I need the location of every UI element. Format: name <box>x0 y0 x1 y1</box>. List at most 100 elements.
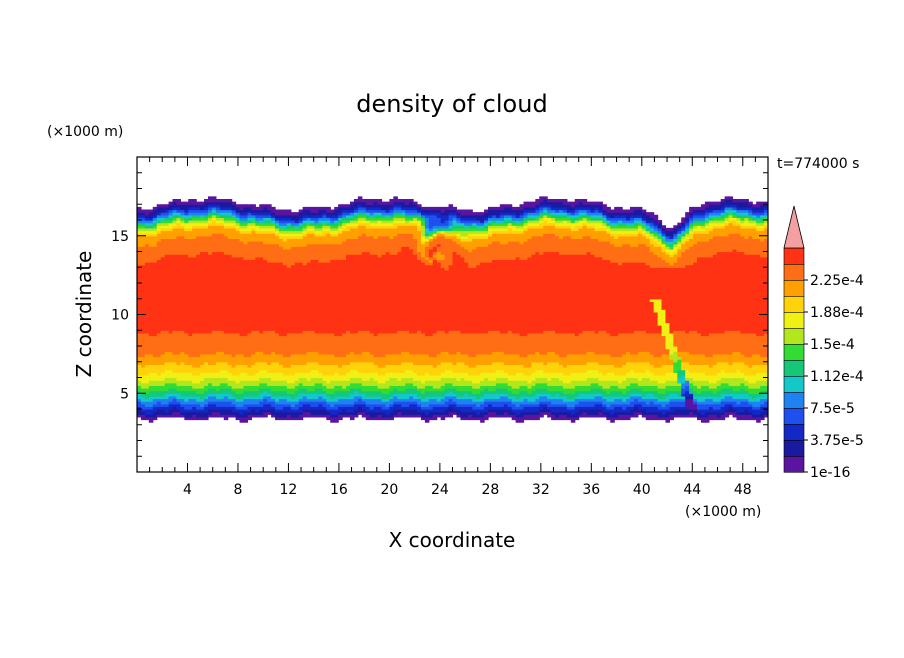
field-cell <box>192 403 197 407</box>
field-cell <box>633 393 639 397</box>
field-cell <box>385 380 390 384</box>
field-cell <box>389 416 394 421</box>
field-cell <box>693 395 698 400</box>
field-cell <box>207 380 213 384</box>
field-cell <box>708 385 714 389</box>
field-cell <box>338 374 343 379</box>
field-cell <box>271 369 276 373</box>
field-cell <box>677 393 682 397</box>
field-cell <box>184 393 189 397</box>
field-cell <box>448 367 454 371</box>
field-cell <box>137 372 142 376</box>
field-cell <box>365 372 371 376</box>
field-cell <box>235 377 241 381</box>
field-cell <box>200 401 205 405</box>
field-cell <box>428 388 434 392</box>
field-cell <box>357 409 363 413</box>
field-cell <box>503 374 509 379</box>
field-cell <box>748 395 753 400</box>
field-cell <box>357 390 363 394</box>
field-cell <box>574 372 580 376</box>
field-cell <box>172 380 178 384</box>
field-cell <box>357 380 363 384</box>
field-cell <box>369 409 375 413</box>
field-cell <box>586 372 592 376</box>
field-cell <box>385 406 390 410</box>
field-cell <box>756 385 761 389</box>
field-cell <box>361 411 367 415</box>
field-cell <box>417 393 422 397</box>
field-cell <box>760 414 765 418</box>
field-cell <box>215 395 221 400</box>
field-cell <box>409 388 414 392</box>
field-cell <box>338 369 343 373</box>
field-cell <box>476 416 481 421</box>
field-cell <box>574 414 580 418</box>
field-cell <box>361 377 367 381</box>
field-cell <box>681 372 686 376</box>
field-cell <box>732 395 738 400</box>
field-cell <box>527 390 532 394</box>
field-cell <box>472 395 477 400</box>
field-cell <box>405 403 410 407</box>
field-cell <box>697 388 702 392</box>
field-cell <box>665 409 670 413</box>
field-cell <box>476 369 481 373</box>
field-cell <box>322 372 327 376</box>
field-cell <box>562 411 568 415</box>
field-cell <box>369 388 375 392</box>
field-cell <box>693 401 698 405</box>
field-cell <box>267 390 272 394</box>
field-cell <box>361 374 367 379</box>
field-cell <box>760 395 765 400</box>
field-cell <box>527 388 532 392</box>
field-cell <box>669 414 674 418</box>
field-cell <box>740 416 745 421</box>
field-cell <box>440 385 446 389</box>
field-cell <box>531 380 536 384</box>
field-cell <box>606 401 611 405</box>
field-cell <box>397 382 402 386</box>
field-cell <box>704 406 710 410</box>
field-cell <box>294 414 300 418</box>
field-cell <box>188 406 193 410</box>
field-cell <box>235 385 241 389</box>
field-cell <box>452 369 458 373</box>
field-cell <box>708 372 714 376</box>
field-cell <box>697 406 702 410</box>
field-cell <box>164 403 170 407</box>
field-cell <box>215 409 221 413</box>
field-cell <box>255 377 260 381</box>
field-cell <box>409 382 414 386</box>
field-cell <box>413 390 418 394</box>
field-cell <box>424 374 430 379</box>
field-cell <box>152 395 158 400</box>
field-cell <box>487 406 493 410</box>
field-cell <box>180 414 185 418</box>
field-cell <box>180 395 185 400</box>
field-cell <box>140 393 146 397</box>
field-cell <box>566 369 572 373</box>
field-cell <box>176 403 181 407</box>
field-cell <box>558 382 564 386</box>
field-cell <box>361 385 367 389</box>
field-cell <box>527 369 532 373</box>
field-cell <box>578 372 584 376</box>
field-cell <box>653 395 659 400</box>
field-cell <box>428 414 434 418</box>
field-cell <box>558 385 564 389</box>
field-cell <box>618 367 623 371</box>
field-cell <box>192 367 197 371</box>
field-cell <box>511 403 517 407</box>
field-cell <box>685 406 690 410</box>
field-cell <box>665 411 670 415</box>
field-cell <box>389 406 394 410</box>
field-cell <box>657 385 663 389</box>
field-cell <box>551 406 556 410</box>
field-cell <box>302 380 308 384</box>
field-cell <box>464 377 469 381</box>
field-cell <box>168 390 174 394</box>
field-cell <box>685 382 690 386</box>
field-cell <box>610 382 615 386</box>
